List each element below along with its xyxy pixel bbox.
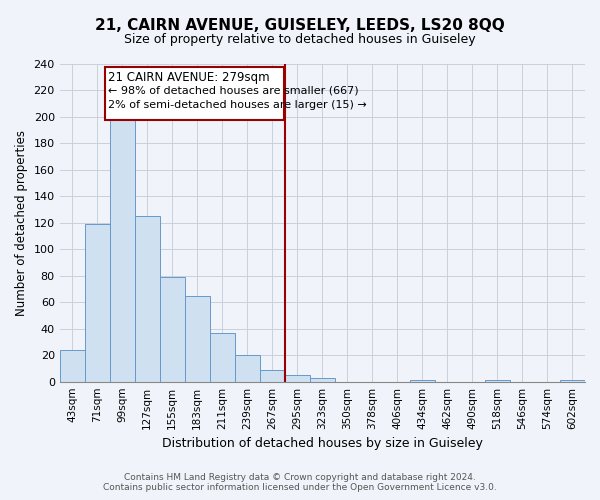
Bar [59,350,85,382]
Bar [310,378,335,382]
Text: Size of property relative to detached houses in Guiseley: Size of property relative to detached ho… [124,32,476,46]
Bar [110,120,135,382]
Bar [485,380,510,382]
Text: ← 98% of detached houses are smaller (667): ← 98% of detached houses are smaller (66… [109,85,359,95]
Bar [210,332,235,382]
Bar [260,370,285,382]
X-axis label: Distribution of detached houses by size in Guiseley: Distribution of detached houses by size … [162,437,483,450]
Y-axis label: Number of detached properties: Number of detached properties [15,130,28,316]
Bar [560,380,585,382]
Bar [185,296,210,382]
Bar [135,216,160,382]
Text: 21 CAIRN AVENUE: 279sqm: 21 CAIRN AVENUE: 279sqm [109,70,270,84]
Bar [235,355,260,382]
Text: Contains HM Land Registry data © Crown copyright and database right 2024.
Contai: Contains HM Land Registry data © Crown c… [103,473,497,492]
Bar [85,224,110,382]
FancyBboxPatch shape [104,66,284,120]
Bar [160,277,185,382]
Bar [285,375,310,382]
Text: 2% of semi-detached houses are larger (15) →: 2% of semi-detached houses are larger (1… [109,100,367,110]
Text: 21, CAIRN AVENUE, GUISELEY, LEEDS, LS20 8QQ: 21, CAIRN AVENUE, GUISELEY, LEEDS, LS20 … [95,18,505,32]
Bar [410,380,435,382]
